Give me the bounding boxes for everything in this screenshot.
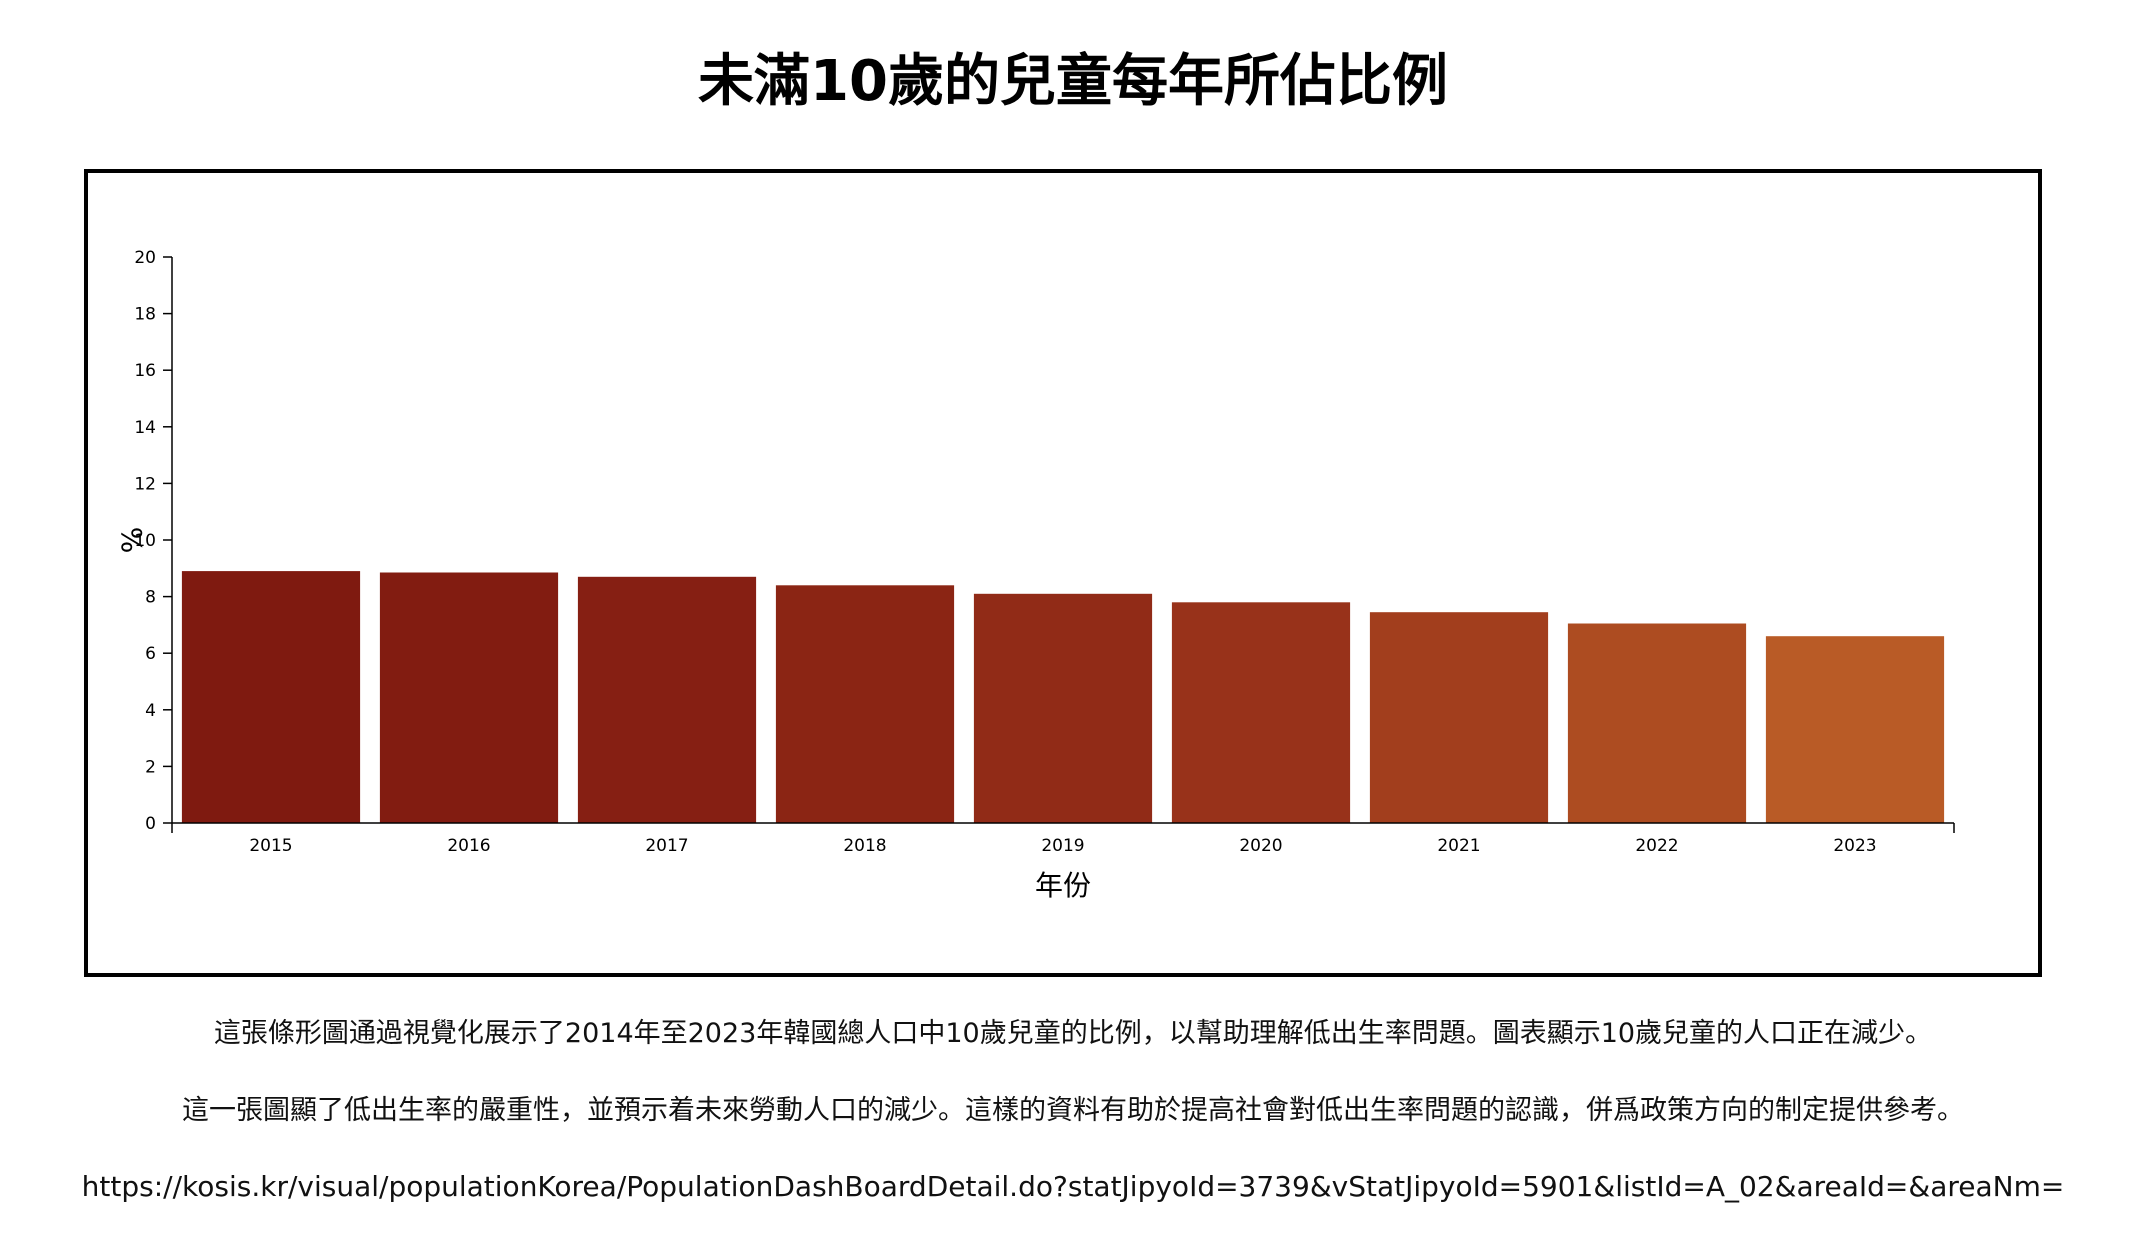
caption-implication: 這一張圖顯了低出生率的嚴重性，並預示着未來勞動人口的減少。這樣的資料有助於提高社… xyxy=(182,1095,1964,1126)
bar-2020 xyxy=(1171,602,1351,823)
x-tick-label-2017: 2017 xyxy=(645,836,688,856)
x-tick-label-2023: 2023 xyxy=(1833,836,1876,856)
bar-2017 xyxy=(577,576,757,823)
x-tick-label-2018: 2018 xyxy=(843,836,886,856)
chart-frame: 0 2 4 6 8 10 12 14 16 18 20 2015 2016 2017 2018 2019 202… xyxy=(84,169,2042,977)
y-tick-label-12: 12 xyxy=(134,474,156,494)
y-tick-label-2: 2 xyxy=(145,757,156,777)
y-tick-label-4: 4 xyxy=(145,701,156,721)
x-tick-label-2020: 2020 xyxy=(1239,836,1282,856)
x-tick-label-2019: 2019 xyxy=(1041,836,1084,856)
x-axis-label: 年份 xyxy=(1035,869,1091,902)
bar-2016 xyxy=(379,572,559,823)
caption-description: 這張條形圖通過視覺化展示了2014年至2023年韓國總人口中10歲兒童的比例，以… xyxy=(213,1018,1933,1049)
y-tick-label-18: 18 xyxy=(134,305,156,325)
y-tick-label-10: 10 xyxy=(134,531,156,551)
x-tick-label-2015: 2015 xyxy=(249,836,292,856)
chart-title: 未滿10歲的兒童每年所佔比例 xyxy=(698,49,1448,114)
bar-2021 xyxy=(1369,612,1549,823)
y-tick-label-8: 8 xyxy=(145,588,156,608)
y-tick-label-14: 14 xyxy=(134,418,156,438)
y-axis-label: % xyxy=(115,527,148,554)
bar-2018 xyxy=(775,585,955,823)
bar-2023 xyxy=(1765,636,1945,823)
x-tick-label-2021: 2021 xyxy=(1437,836,1480,856)
y-tick-label-0: 0 xyxy=(145,814,156,834)
x-tick-label-2022: 2022 xyxy=(1635,836,1678,856)
x-tick-label-2016: 2016 xyxy=(447,836,490,856)
bar-2022 xyxy=(1567,623,1747,823)
source-url: https://kosis.kr/visual/populationKorea/… xyxy=(81,1170,2065,1203)
y-tick-label-16: 16 xyxy=(134,361,156,381)
y-tick-label-20: 20 xyxy=(134,248,156,268)
bar-2019 xyxy=(973,593,1153,823)
y-tick-label-6: 6 xyxy=(145,644,156,664)
bar-2015 xyxy=(181,571,361,823)
bar-chart: 0 2 4 6 8 10 12 14 16 18 20 2015 2016 2017 2018 2019 202… xyxy=(115,248,1955,902)
